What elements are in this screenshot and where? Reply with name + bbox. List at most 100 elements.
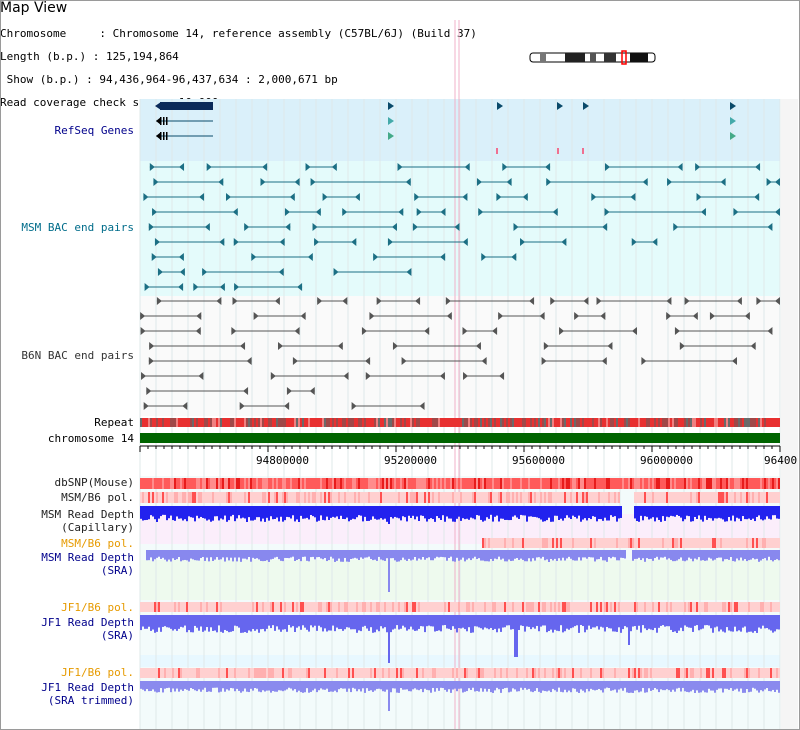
jf1-b6-pol-2-cell	[468, 668, 470, 678]
dbsnp-cell	[252, 478, 254, 489]
jf1-b6-pol-cell	[638, 602, 640, 612]
repeat-segment	[312, 418, 314, 427]
jf1-b6-pol-cell	[576, 602, 578, 612]
msm-sra-depth-bar	[492, 550, 494, 561]
msm-sra-depth-bar	[738, 550, 740, 561]
dbsnp-cell	[564, 478, 566, 489]
msm-sra-depth-bar	[418, 550, 420, 559]
msm-sra-depth-bar	[400, 550, 402, 561]
b6n-bac-end	[543, 342, 549, 350]
track-label-jf1-b6-pol-2[interactable]: JF1/B6 pol.	[61, 666, 134, 679]
b6n-bac-end	[736, 297, 742, 305]
jf1-b6-pol-cell	[716, 602, 718, 612]
msm-b6-pol-2-cell	[764, 538, 766, 548]
msm-cap-depth-bar	[538, 506, 540, 519]
repeat-segment	[292, 418, 294, 427]
msm-sra-depth-bar	[468, 550, 470, 559]
msm-cap-depth-bar	[662, 506, 664, 517]
jf1-sra-depth-bar	[260, 615, 262, 630]
msm-b6-pol-2-cell	[730, 538, 732, 548]
track-label-jf1-depth-trim-sub[interactable]: (SRA trimmed)	[47, 694, 134, 707]
repeat-segment	[400, 418, 402, 427]
dbsnp-cell	[772, 478, 774, 489]
jf1-b6-pol-cell	[304, 602, 306, 612]
msm-cap-depth-bar	[270, 506, 272, 517]
track-label-msm-bac[interactable]: MSM BAC end pairs	[21, 221, 134, 234]
msm-b6-pol-cell	[436, 492, 438, 503]
msm-b6-pol-cell	[760, 492, 762, 503]
jf1-b6-pol-2-cell	[748, 668, 750, 678]
msm-sra-depth-bar	[280, 550, 282, 561]
repeat-segment	[398, 418, 400, 427]
msm-b6-pol-2-cell	[496, 538, 498, 548]
msm-b6-pol-cell	[724, 492, 726, 503]
jf1-sra-depth-bar	[416, 615, 418, 631]
msm-cap-depth-bar	[728, 506, 730, 518]
track-label-b6n-bac[interactable]: B6N BAC end pairs	[21, 349, 134, 362]
jf1-trim-depth-bar	[560, 681, 562, 692]
msm-cap-depth-bar	[260, 506, 262, 522]
repeat-segment	[184, 418, 186, 427]
track-label-msm-depth-sra[interactable]: MSM Read Depth	[41, 551, 134, 564]
jf1-b6-pol-cell	[538, 602, 540, 612]
track-label-jf1-depth-sra[interactable]: JF1 Read Depth	[41, 616, 134, 629]
repeat-segment	[590, 418, 592, 427]
jf1-trim-depth-bar	[536, 681, 538, 689]
jf1-sra-depth-bar	[292, 615, 294, 627]
msm-b6-pol-cell	[318, 492, 320, 503]
track-label-refseq[interactable]: RefSeq Genes	[54, 124, 134, 137]
msm-cap-depth-bar	[598, 506, 600, 520]
jf1-b6-pol-2-cell	[282, 668, 284, 678]
jf1-b6-pol-2-cell	[434, 668, 436, 678]
msm-sra-depth-bar	[708, 550, 710, 558]
repeat-segment	[432, 418, 434, 427]
jf1-b6-pol-cell	[456, 602, 458, 612]
jf1-sra-depth-bar	[524, 615, 526, 632]
jf1-sra-depth-bar	[226, 615, 228, 631]
msm-b6-pol-2-cell	[550, 538, 552, 548]
track-label-msm-b6-pol[interactable]: MSM/B6 pol.	[61, 491, 134, 504]
repeat-segment	[626, 418, 628, 427]
msm-cap-depth-bar	[322, 506, 324, 520]
jf1-sra-depth-bar	[514, 615, 516, 657]
track-label-jf1-b6-pol[interactable]: JF1/B6 pol.	[61, 601, 134, 614]
jf1-sra-depth-bar	[756, 615, 758, 633]
jf1-b6-pol-2-cell	[340, 668, 342, 678]
track-label-dbsnp[interactable]: dbSNP(Mouse)	[54, 476, 134, 489]
msm-bac-end	[397, 163, 403, 171]
dbsnp-cell	[244, 478, 246, 489]
track-label-jf1-depth-sra-sub[interactable]: (SRA)	[100, 629, 134, 642]
repeat-segment	[404, 418, 406, 427]
dbsnp-cell	[150, 478, 152, 489]
msm-cap-depth-bar	[748, 506, 750, 519]
jf1-sra-depth-bar	[466, 615, 468, 632]
jf1-b6-pol-cell	[614, 602, 616, 612]
track-label-repeat[interactable]: Repeat	[94, 416, 134, 429]
track-label-msm-b6-pol-2[interactable]: MSM/B6 pol.	[61, 537, 134, 550]
msm-sra-depth-bar	[728, 550, 730, 560]
msm-b6-pol-cell	[310, 492, 312, 503]
dbsnp-cell	[440, 478, 442, 489]
track-label-jf1-depth-trim[interactable]: JF1 Read Depth	[41, 681, 134, 694]
track-label-msm-depth-cap-sub[interactable]: (Capillary)	[61, 521, 134, 534]
features[interactable]	[140, 102, 780, 410]
track-label-chromosome[interactable]: chromosome 14	[47, 432, 134, 445]
msm-b6-pol-cell	[222, 492, 224, 503]
msm-b6-pol-cell	[640, 492, 642, 503]
jf1-b6-pol-2-cell	[418, 668, 420, 678]
jf1-b6-pol-cell	[584, 602, 586, 612]
msm-b6-pol-cell	[674, 492, 676, 503]
jf1-b6-pol-cell	[452, 602, 454, 612]
jf1-sra-depth-bar	[278, 615, 280, 630]
jf1-b6-pol-cell	[704, 602, 706, 612]
dbsnp-cell	[422, 478, 424, 489]
track-backgrounds	[140, 99, 798, 730]
b6n-bac-end	[583, 297, 589, 305]
msm-bac-end	[143, 193, 149, 201]
jf1-sra-depth-bar	[270, 615, 272, 629]
track-label-msm-depth-sra-sub[interactable]: (SRA)	[100, 564, 134, 577]
b6n-bac-end	[541, 357, 547, 365]
chromosome-ideogram[interactable]	[529, 50, 656, 65]
track-label-msm-depth-cap[interactable]: MSM Read Depth	[41, 508, 134, 521]
